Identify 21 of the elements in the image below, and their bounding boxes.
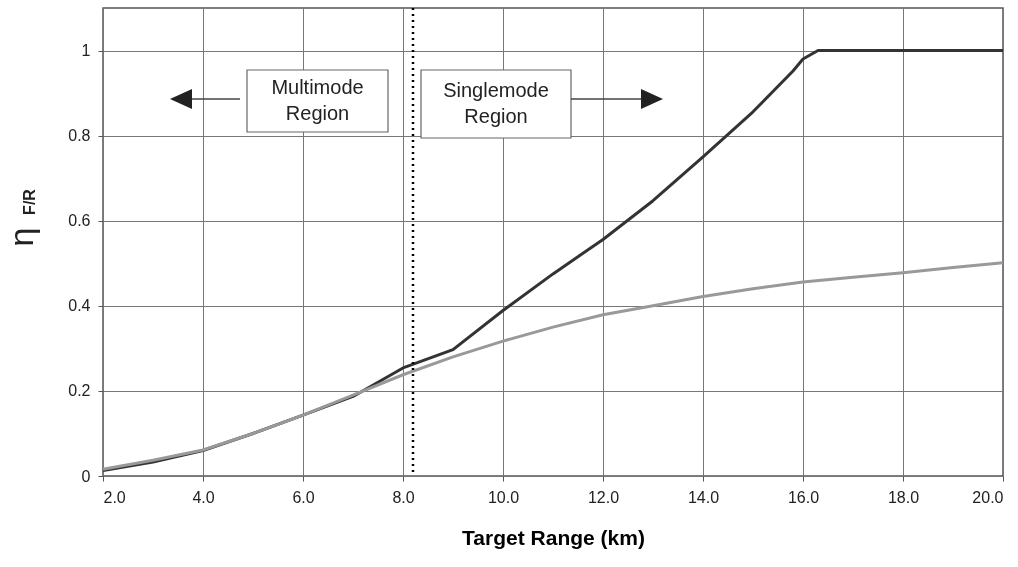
x-tick-label: 10.0	[487, 488, 520, 506]
x-tick-label: 12.0	[587, 488, 620, 506]
x-tick-label: 8.0	[392, 488, 415, 506]
x-tick-label: 2.0	[103, 488, 126, 506]
y-tick-label: 0	[81, 467, 91, 485]
y-axis-title: ηF/R	[2, 188, 40, 247]
y-tick-label: 0.6	[68, 212, 91, 230]
annotation: Multimode Region	[271, 76, 364, 124]
x-tick-label: 14.0	[687, 488, 720, 506]
x-axis-title: Target Range (km)	[462, 525, 645, 549]
y-tick-label: 0.2	[68, 382, 91, 400]
y-tick-label: 0.4	[68, 297, 91, 315]
annotation: Singlemode Region	[443, 79, 549, 127]
x-tick-label: 6.0	[292, 488, 315, 506]
y-tick-label: 1	[81, 42, 91, 60]
y-tick-label: 0.8	[68, 127, 91, 145]
x-tick-label: 18.0	[887, 488, 920, 506]
x-tick-label: 4.0	[192, 488, 215, 506]
line-series	[101, 261, 1005, 471]
x-tick-label: 20.0	[972, 488, 1004, 506]
x-tick-label: 16.0	[787, 488, 820, 506]
